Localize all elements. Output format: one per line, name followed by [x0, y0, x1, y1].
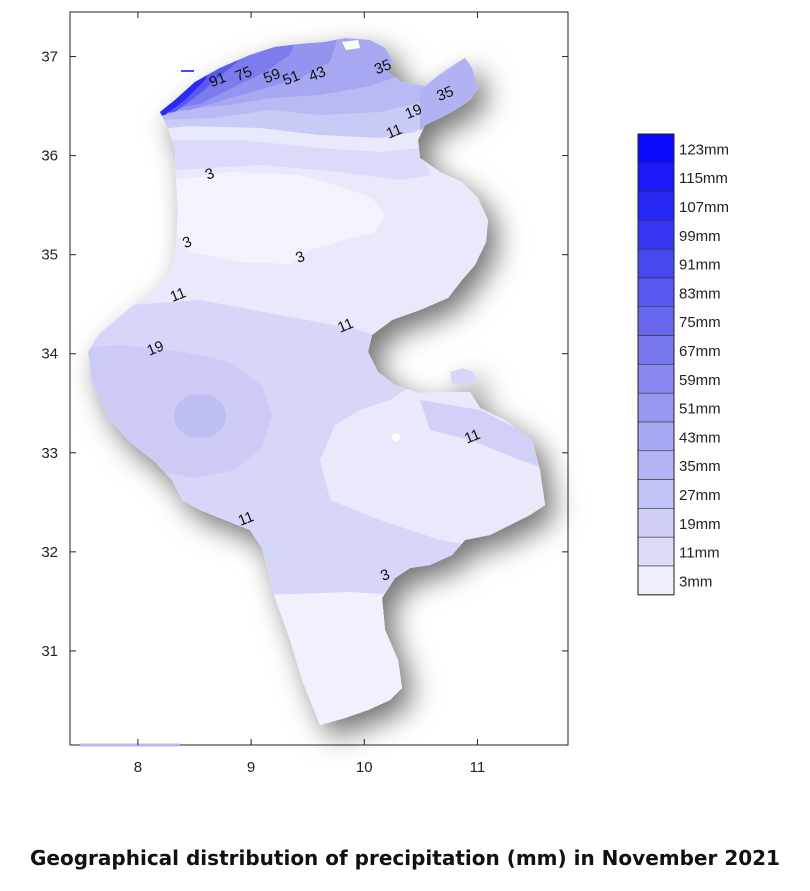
zone-11mm-southeast — [420, 400, 545, 470]
y-tick-label: 37 — [41, 49, 58, 66]
contour-label: 11 — [384, 121, 405, 143]
contour-label: 19 — [145, 338, 167, 360]
x-tick-label: 8 — [134, 759, 142, 776]
legend-swatch — [637, 565, 675, 596]
legend-label: 59mm — [679, 372, 721, 389]
contour-label: 11 — [335, 315, 356, 337]
contour-label: 51 — [280, 67, 302, 89]
y-tick-label: 36 — [41, 148, 58, 165]
contour-label: 35 — [434, 83, 456, 105]
legend-label: 51mm — [679, 401, 721, 418]
y-tick-label: 35 — [41, 247, 58, 264]
legend-swatch — [637, 536, 675, 567]
contour-label: 11 — [236, 508, 257, 530]
contour-label: 19 — [403, 101, 425, 123]
legend-swatch — [637, 335, 675, 365]
legend-swatch — [637, 162, 675, 192]
legend-swatch — [637, 479, 675, 509]
legend-label: 75mm — [679, 314, 721, 331]
legend-swatch — [637, 421, 675, 452]
zone-11mm-north — [160, 140, 430, 180]
legend-label: 115mm — [679, 170, 728, 187]
zone-3mm-center — [175, 172, 385, 264]
contour-label: 59 — [261, 65, 283, 87]
legend-label: 83mm — [679, 285, 721, 302]
zone-cap-bon — [420, 55, 490, 130]
legend-label: 3mm — [679, 573, 712, 590]
legend-label: 27mm — [679, 487, 721, 504]
x-tick-label: 10 — [356, 759, 373, 776]
x-tick-label: 9 — [247, 759, 255, 776]
legend-swatch — [637, 133, 675, 164]
contour-label: 91 — [207, 69, 229, 91]
north-island — [342, 40, 360, 50]
legend-swatch — [637, 508, 675, 538]
x-tick-label: 11 — [470, 759, 486, 776]
zone-27mm-core — [174, 394, 226, 438]
legend-swatch — [637, 450, 675, 480]
legend-label: 19mm — [679, 516, 721, 533]
legend-label: 11mm — [679, 545, 720, 562]
djerba-island — [450, 368, 476, 386]
legend-frame — [637, 133, 675, 596]
y-tick-label: 34 — [41, 346, 58, 363]
legend-swatch — [637, 220, 675, 250]
contour-label: 11 — [168, 284, 189, 306]
contour-label: 11 — [462, 426, 483, 448]
legend-swatch — [637, 392, 675, 423]
legend-swatch — [637, 248, 675, 279]
contour-label: 35 — [372, 56, 394, 78]
legend-swatch — [637, 306, 675, 336]
y-tick-label: 31 — [41, 643, 58, 660]
legend-label: 99mm — [679, 228, 721, 245]
legend-label: 35mm — [679, 458, 721, 475]
legend: 123mm 115mm 107mm 99mm 91mm 83mm 75mm 67mm 59mm 5… — [637, 133, 729, 596]
legend-swatch — [637, 364, 675, 394]
station-dot — [392, 433, 400, 441]
contour-label: 75 — [233, 63, 255, 85]
axis-ticks: 8 9 10 11 31 32 33 34 35 36 37 — [41, 12, 568, 776]
contour-label: 43 — [306, 63, 328, 85]
legend-label: 107mm — [679, 199, 729, 216]
figure-caption: Geographical distribution of precipitati… — [30, 846, 780, 870]
legend-swatch — [637, 191, 675, 221]
legend-label: 123mm — [679, 141, 729, 158]
legend-label: 91mm — [679, 257, 721, 274]
legend-swatch — [637, 277, 675, 308]
y-tick-label: 33 — [41, 445, 58, 462]
y-tick-label: 32 — [41, 544, 58, 561]
legend-label: 67mm — [679, 343, 721, 360]
legend-label: 43mm — [679, 429, 721, 446]
